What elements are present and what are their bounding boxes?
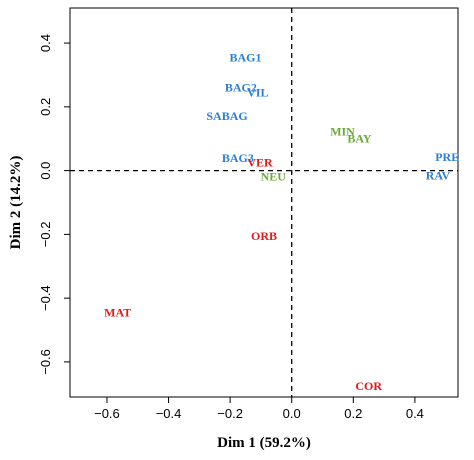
point-label-min: MIN <box>330 125 355 139</box>
point-label-bag3: BAG3 <box>222 151 254 165</box>
y-tick-label: −0.4 <box>38 285 53 311</box>
x-axis-title: Dim 1 (59.2%) <box>217 435 311 451</box>
y-tick-label: 0.4 <box>38 34 53 52</box>
y-tick-label: 0.2 <box>38 98 53 116</box>
y-axis-title: Dim 2 (14.2%) <box>8 156 24 250</box>
point-label-neu: NEU <box>261 169 287 183</box>
point-label-orb: ORB <box>251 229 277 243</box>
point-label-sabag: SABAG <box>206 109 247 123</box>
point-label-mat: MAT <box>104 306 131 320</box>
x-tick-label: −0.6 <box>94 406 120 421</box>
x-tick-label: 0.0 <box>283 406 301 421</box>
y-tick-label: −0.6 <box>38 349 53 375</box>
x-tick-label: 0.2 <box>344 406 362 421</box>
point-label-rav: RAV <box>426 168 451 182</box>
point-label-cor: COR <box>355 379 382 393</box>
point-label-ver: VER <box>247 155 273 169</box>
point-label-pre: PRE <box>435 150 459 164</box>
y-tick-label: −0.2 <box>38 222 53 248</box>
x-tick-label: 0.4 <box>406 406 424 421</box>
x-tick-label: −0.2 <box>217 406 243 421</box>
point-label-bag1: BAG1 <box>230 50 262 64</box>
point-label-bay: BAY <box>347 131 372 145</box>
point-label-vil: VIL <box>247 85 268 99</box>
plot-frame <box>69 7 459 398</box>
point-label-bag2: BAG2 <box>225 81 257 95</box>
x-tick-label: −0.4 <box>156 406 182 421</box>
y-tick-label: 0.0 <box>38 162 53 180</box>
